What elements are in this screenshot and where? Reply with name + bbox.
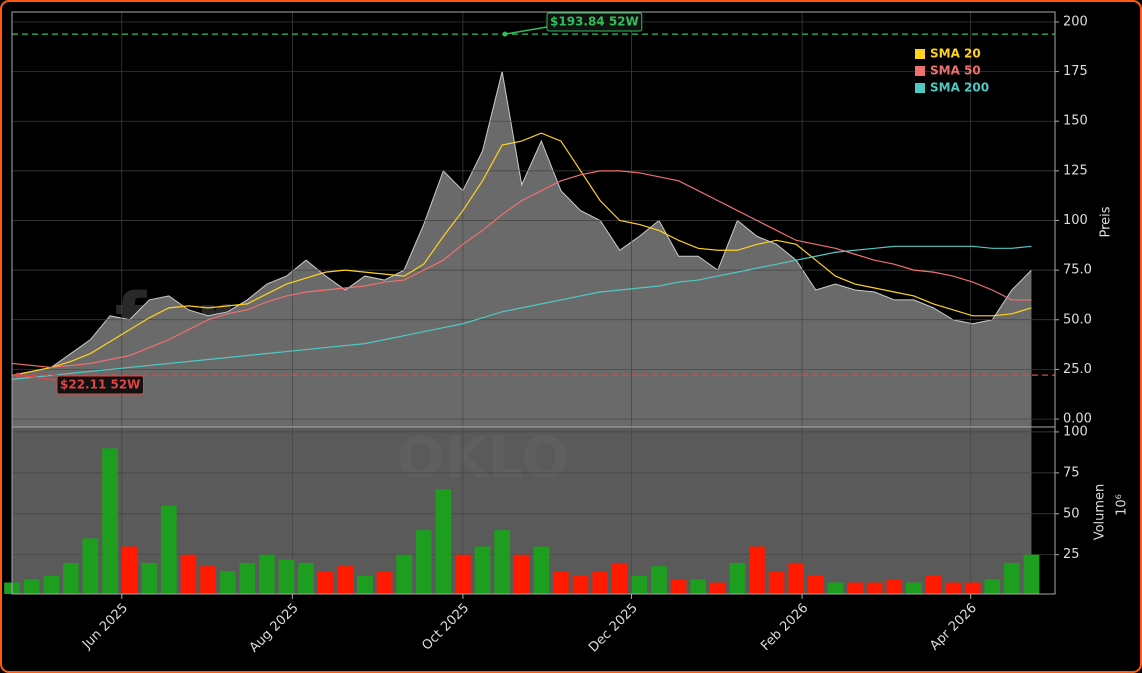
sma-line xyxy=(11,245,1032,380)
y-tick-label: 25.0 xyxy=(1063,362,1092,377)
volume-bar xyxy=(396,554,412,594)
y-tick-label: 75 xyxy=(1063,465,1080,480)
annotation-arrowhead xyxy=(15,372,21,378)
volume-bar xyxy=(62,562,79,594)
y-tick-label: 175 xyxy=(1063,64,1088,79)
plot-border xyxy=(11,11,1056,595)
volume-bar xyxy=(337,566,354,594)
volume-bar xyxy=(259,554,275,594)
annotation-box xyxy=(546,12,643,32)
annotation-box xyxy=(56,375,144,395)
volume-bar xyxy=(161,505,177,594)
offset-label: 10⁶ xyxy=(1115,494,1130,516)
annotation-arrow xyxy=(504,26,548,35)
annotation-arrow xyxy=(17,374,58,381)
volume-bar xyxy=(200,566,216,594)
volume-bar xyxy=(376,571,393,594)
volume-bar xyxy=(592,571,608,594)
volume-bar xyxy=(729,562,746,594)
volume-bar xyxy=(23,579,40,594)
legend-label: SMA 50 xyxy=(930,64,981,78)
volume-bar xyxy=(357,575,373,594)
legend-swatch xyxy=(915,83,925,93)
y-axis-label: Volumen xyxy=(1093,484,1108,541)
volume-bar xyxy=(180,554,197,594)
volume-bar xyxy=(847,582,863,594)
volume-bar xyxy=(827,582,844,594)
volume-bar xyxy=(494,530,510,594)
volume-bar xyxy=(631,575,648,594)
legend-label: SMA 200 xyxy=(930,81,989,95)
y-axis-label: Preis xyxy=(1099,206,1114,237)
volume-bar xyxy=(102,448,118,594)
volume-bar xyxy=(611,562,628,594)
volume-bar xyxy=(807,575,824,594)
y-tick-label: 0.00 xyxy=(1063,412,1092,427)
volume-bar xyxy=(886,579,903,594)
volume-bar xyxy=(219,571,236,594)
volume-bar xyxy=(415,530,432,594)
volume-bar xyxy=(964,582,981,594)
volume-bar xyxy=(866,582,883,594)
volume-bar xyxy=(709,582,726,594)
volume-bar xyxy=(455,554,471,594)
volume-bar xyxy=(670,579,687,594)
y-tick-label: 200 xyxy=(1063,14,1088,29)
y-tick-label: 25 xyxy=(1063,547,1080,562)
volume-bar xyxy=(43,575,60,594)
y-tick-label: 100 xyxy=(1063,213,1088,228)
y-tick-label: 75.0 xyxy=(1063,263,1092,278)
y-tick-label: 125 xyxy=(1063,163,1088,178)
volume-bar xyxy=(317,571,334,594)
y-tick-label: 50 xyxy=(1063,506,1080,521)
sma-line xyxy=(11,170,1032,369)
volume-bar xyxy=(690,579,707,594)
volume-bar xyxy=(435,489,452,594)
annotation-label: $22.11 52W xyxy=(60,378,140,392)
volume-bar xyxy=(945,582,961,594)
volume-bar xyxy=(121,546,138,594)
volume-bar xyxy=(82,538,99,594)
volume-bar xyxy=(298,562,314,594)
annotation-arrowhead xyxy=(502,31,508,37)
plot: forexsignale.tradeOKLO0.0025.050.075.010… xyxy=(4,12,1092,656)
volume-bar xyxy=(651,566,667,594)
price-area xyxy=(12,71,1032,427)
volume-bar xyxy=(572,575,589,594)
legend-label: SMA 20 xyxy=(930,47,981,61)
volume-bar xyxy=(141,562,158,594)
volume-bar xyxy=(788,562,805,594)
volume-bar xyxy=(239,562,256,594)
y-tick-label: 50.0 xyxy=(1063,312,1092,327)
sma-line xyxy=(11,132,1032,376)
volume-bar xyxy=(749,546,765,594)
volume-bar xyxy=(768,571,785,594)
volume-bar xyxy=(513,554,530,594)
volume-bar xyxy=(474,546,491,594)
volume-bar xyxy=(1023,554,1040,594)
legend-swatch xyxy=(915,66,925,76)
annotation-label: $193.84 52W xyxy=(550,15,639,29)
y-tick-label: 150 xyxy=(1063,114,1088,129)
volume-bar xyxy=(925,575,942,594)
volume-bar xyxy=(553,571,569,594)
y-tick-label: 100 xyxy=(1063,424,1088,439)
volume-bar xyxy=(533,546,550,594)
volume-bar xyxy=(984,579,1001,594)
legend-swatch xyxy=(915,49,925,59)
price-line xyxy=(11,71,1032,376)
volume-bar xyxy=(278,559,295,594)
volume-bar xyxy=(906,582,922,594)
volume-bar xyxy=(1004,562,1020,594)
